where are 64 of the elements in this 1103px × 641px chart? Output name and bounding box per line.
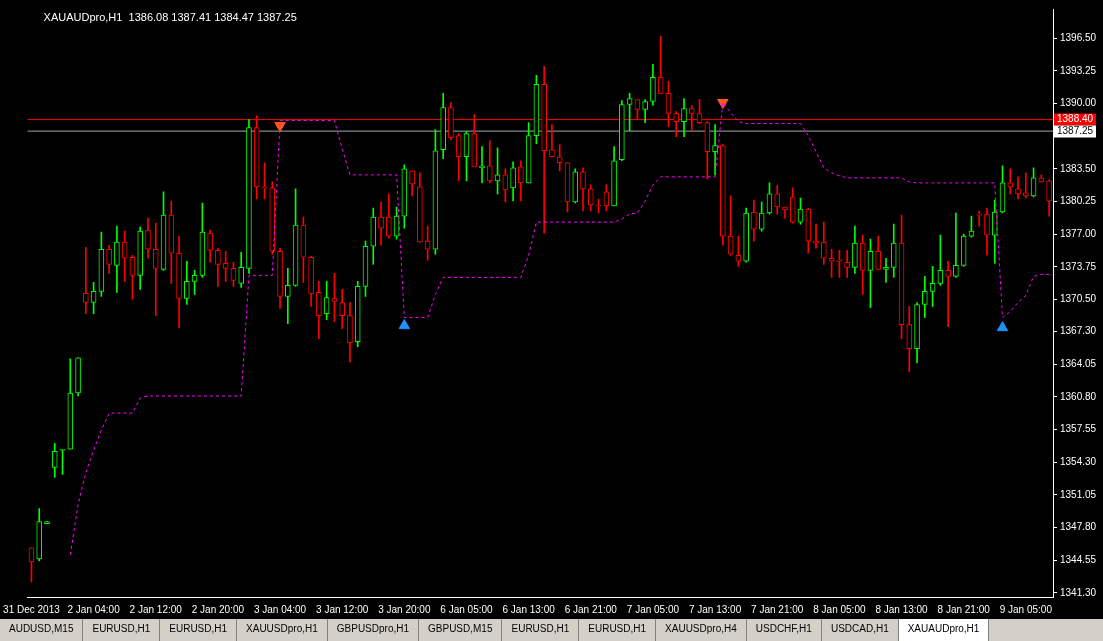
- y-tick-label: 1364.05: [1060, 358, 1097, 370]
- y-tick-label: 1351.05: [1060, 488, 1097, 500]
- x-tick-label: 7 Jan 13:00: [688, 603, 742, 615]
- y-tick-label: 1380.25: [1060, 195, 1097, 207]
- x-tick-label: 6 Jan 21:00: [564, 603, 618, 615]
- candlestick: [945, 260, 951, 327]
- x-tick-label: 8 Jan 13:00: [875, 603, 929, 615]
- y-tick-label: 1367.30: [1060, 325, 1097, 337]
- point: [398, 319, 411, 330]
- point: [996, 321, 1009, 332]
- x-tick-label: 7 Jan 21:00: [751, 603, 804, 615]
- text: EURUSD,H1: [502, 619, 580, 641]
- chart-title: XAUAUDpro,H1 1386.08 1387.41 1384.47 1387.25: [43, 10, 297, 23]
- y-tick-label: 1370.50: [1060, 293, 1097, 305]
- text: EURUSD,H1: [160, 619, 238, 641]
- text: XAUUSDpro,H4: [656, 619, 747, 641]
- x-tick-label: 7 Jan 05:00: [626, 603, 680, 615]
- y-tick-label: 1341.30: [1060, 586, 1097, 598]
- ref-line-label: 1387.25: [1057, 125, 1094, 137]
- text: XAUUSDpro,H1: [237, 619, 328, 641]
- y-tick-label: 1377.00: [1060, 227, 1097, 239]
- text: USDCAD,H1: [821, 619, 899, 641]
- candlestick: [83, 246, 89, 314]
- x-tick-label: 31 Dec 2013: [3, 603, 61, 615]
- candlestick: [556, 144, 563, 172]
- y-tick-label: 1373.75: [1060, 260, 1097, 272]
- text: USDCHF,H1: [746, 619, 822, 641]
- x-tick-label: 9 Jan 05:00: [999, 603, 1053, 615]
- y-tick-label: 1344.55: [1060, 554, 1097, 566]
- x-tick-label: 6 Jan 13:00: [502, 603, 556, 615]
- candlestick: [712, 124, 718, 176]
- x-tick-label: 2 Jan 04:00: [67, 603, 121, 615]
- text: EURUSD,H1: [579, 619, 657, 641]
- y-tick-label: 1390.00: [1060, 97, 1097, 109]
- y-tick-label: 1354.30: [1060, 456, 1097, 468]
- text: GBPUSD,M15: [419, 619, 503, 641]
- candlestick: [976, 210, 983, 227]
- point: [274, 122, 286, 133]
- text: AUDUSD,M15: [0, 619, 84, 641]
- candlestick: [953, 212, 959, 278]
- text: GBPUSDpro,H1: [327, 619, 420, 641]
- text: XAUAUDpro,H1: [898, 619, 990, 641]
- x-tick-label: 8 Jan 05:00: [813, 603, 866, 615]
- x-tick-label: 3 Jan 04:00: [253, 603, 307, 615]
- ref-line-label: 1388.40: [1057, 113, 1094, 125]
- candlestick: [284, 267, 291, 324]
- x-tick-label: 2 Jan 12:00: [129, 603, 183, 615]
- x-tick-label: 6 Jan 05:00: [440, 603, 494, 615]
- y-tick-label: 1393.25: [1060, 64, 1097, 76]
- x-tick-label: 3 Jan 12:00: [316, 603, 369, 615]
- y-tick-label: 1360.80: [1060, 390, 1097, 402]
- candlestick: [549, 124, 555, 158]
- x-tick-label: 3 Jan 20:00: [378, 603, 431, 615]
- x-tick-label: 2 Jan 20:00: [191, 603, 245, 615]
- candlestick: [883, 257, 889, 283]
- y-tick-label: 1357.55: [1060, 423, 1097, 435]
- y-tick-label: 1383.50: [1060, 162, 1097, 174]
- y-tick-label: 1396.50: [1060, 31, 1097, 43]
- y-tick-label: 1347.80: [1060, 521, 1097, 533]
- x-tick-label: 8 Jan 21:00: [937, 603, 991, 615]
- text: EURUSD,H1: [83, 619, 161, 641]
- candlestick: [152, 222, 159, 316]
- candlestick: [844, 249, 850, 278]
- candlestick: [813, 223, 819, 249]
